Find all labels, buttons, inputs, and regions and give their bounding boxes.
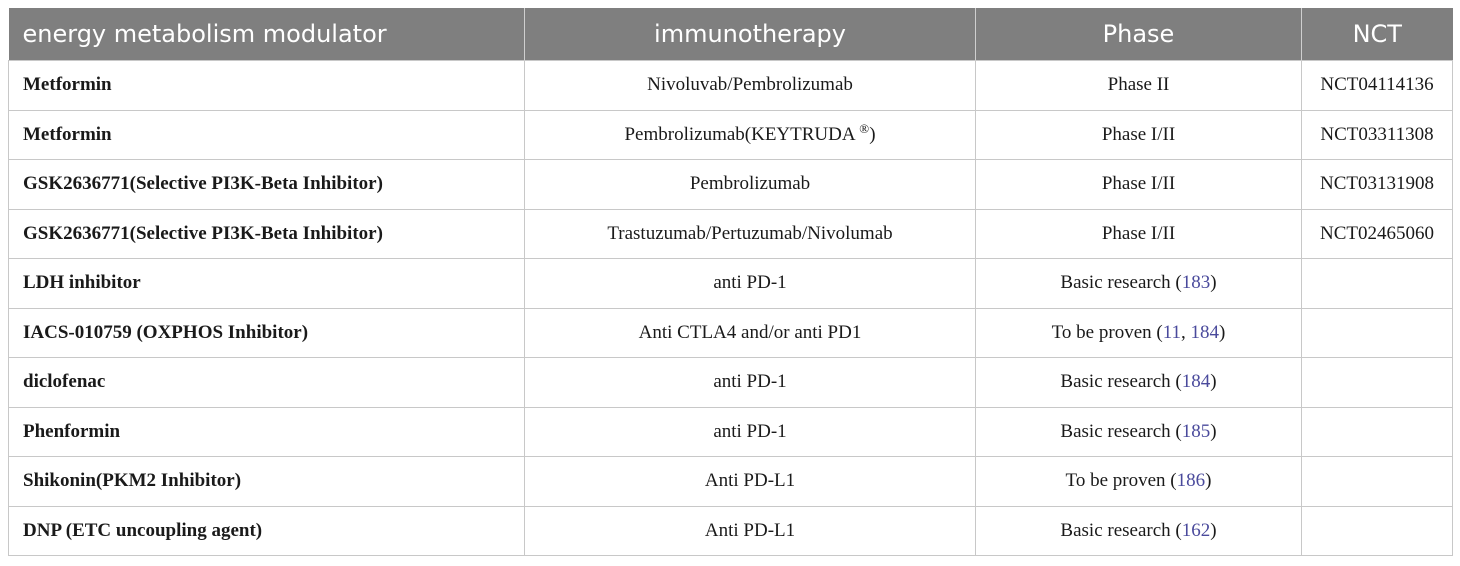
cell-modulator: GSK2636771(Selective PI3K-Beta Inhibitor… <box>8 208 525 259</box>
header-nct: NCT <box>1301 8 1453 61</box>
immunotherapy-suffix: ) <box>869 123 876 145</box>
cell-phase: Phase II <box>975 60 1302 111</box>
cell-immunotherapy: Anti PD-L1 <box>524 505 976 556</box>
cell-phase: To be proven (11, 184) <box>975 307 1302 358</box>
cell-phase: Phase I/II <box>975 159 1302 210</box>
cell-immunotherapy: Trastuzumab/Pertuzumab/Nivolumab <box>524 208 976 259</box>
table-body: Metformin Nivoluvab/Pembrolizumab Phase II… <box>8 60 1453 556</box>
cell-nct <box>1301 258 1453 309</box>
cell-immunotherapy: anti PD-1 <box>524 406 976 457</box>
cell-modulator: LDH inhibitor <box>8 258 525 309</box>
reference-link[interactable]: 162 <box>1181 519 1211 541</box>
header-row: energy metabolism modulator immunotherap… <box>8 8 1453 61</box>
cell-immunotherapy: Anti CTLA4 and/or anti PD1 <box>524 307 976 358</box>
table-container: energy metabolism modulator immunotherap… <box>8 8 1453 556</box>
cell-immunotherapy: anti PD-1 <box>524 357 976 408</box>
cell-nct: NCT03131908 <box>1301 159 1453 210</box>
phase-text: Phase II <box>1107 74 1170 96</box>
reference-link[interactable]: 11 <box>1162 321 1182 343</box>
table-row: Shikonin(PKM2 Inhibitor) Anti PD-L1 To be … <box>8 456 1453 507</box>
phase-text: To be proven <box>1065 470 1166 492</box>
cell-immunotherapy: Pembrolizumab <box>524 159 976 210</box>
cell-immunotherapy: Pembrolizumab(KEYTRUDA ®) <box>524 109 976 160</box>
reference-link[interactable]: 184 <box>1190 321 1220 343</box>
reference-link[interactable]: 183 <box>1181 272 1211 294</box>
cell-nct: NCT03311308 <box>1301 109 1453 160</box>
phase-text: Basic research <box>1060 519 1171 541</box>
table-row: LDH inhibitor anti PD-1 Basic research (18… <box>8 258 1453 309</box>
cell-nct <box>1301 505 1453 556</box>
cell-nct <box>1301 456 1453 507</box>
phase-text: Phase I/II <box>1101 222 1176 244</box>
cell-nct <box>1301 307 1453 358</box>
reference-link[interactable]: 184 <box>1181 371 1211 393</box>
immunotherapy-text: Pembrolizumab(KEYTRUDA <box>624 123 860 145</box>
cell-modulator: DNP (ETC uncoupling agent) <box>8 505 525 556</box>
table-row: diclofenac anti PD-1 Basic research (184) <box>8 357 1453 408</box>
cell-nct <box>1301 406 1453 457</box>
cell-modulator: IACS-010759 (OXPHOS Inhibitor) <box>8 307 525 358</box>
reference-link[interactable]: 186 <box>1176 470 1206 492</box>
cell-nct <box>1301 357 1453 408</box>
table-row: GSK2636771(Selective PI3K-Beta Inhibitor… <box>8 159 1453 210</box>
cell-phase: Basic research (162) <box>975 505 1302 556</box>
reference-link[interactable]: 185 <box>1181 420 1211 442</box>
cell-phase: Phase I/II <box>975 208 1302 259</box>
cell-modulator: diclofenac <box>8 357 525 408</box>
cell-phase: Basic research (183) <box>975 258 1302 309</box>
cell-modulator: Metformin <box>8 109 525 160</box>
phase-text: Basic research <box>1060 272 1171 294</box>
cell-phase: Basic research (184) <box>975 357 1302 408</box>
header-modulator: energy metabolism modulator <box>8 8 525 61</box>
cell-phase: Phase I/II <box>975 109 1302 160</box>
cell-phase: To be proven (186) <box>975 456 1302 507</box>
cell-immunotherapy: Nivoluvab/Pembrolizumab <box>524 60 976 111</box>
table-row: IACS-010759 (OXPHOS Inhibitor) Anti CTLA4… <box>8 307 1453 358</box>
table-row: Phenformin anti PD-1 Basic research (185) <box>8 406 1453 457</box>
phase-text: To be proven <box>1051 321 1152 343</box>
therapy-table: energy metabolism modulator immunotherap… <box>8 8 1453 556</box>
phase-text: Basic research <box>1060 371 1171 393</box>
cell-modulator: Shikonin(PKM2 Inhibitor) <box>8 456 525 507</box>
phase-text: Phase I/II <box>1101 173 1176 195</box>
cell-modulator: GSK2636771(Selective PI3K-Beta Inhibitor… <box>8 159 525 210</box>
table-row: GSK2636771(Selective PI3K-Beta Inhibitor… <box>8 208 1453 259</box>
header-immunotherapy: immunotherapy <box>524 8 976 61</box>
header-phase: Phase <box>975 8 1302 61</box>
phase-text: Phase I/II <box>1101 123 1176 145</box>
cell-nct: NCT02465060 <box>1301 208 1453 259</box>
table-row: Metformin Nivoluvab/Pembrolizumab Phase II… <box>8 60 1453 111</box>
cell-nct: NCT04114136 <box>1301 60 1453 111</box>
cell-immunotherapy: anti PD-1 <box>524 258 976 309</box>
cell-modulator: Phenformin <box>8 406 525 457</box>
table-row: DNP (ETC uncoupling agent) Anti PD-L1 Basi… <box>8 505 1453 556</box>
cell-modulator: Metformin <box>8 60 525 111</box>
registered-mark: ® <box>859 120 870 136</box>
cell-immunotherapy: Anti PD-L1 <box>524 456 976 507</box>
cell-phase: Basic research (185) <box>975 406 1302 457</box>
table-row: Metformin Pembrolizumab(KEYTRUDA ®) Phase … <box>8 109 1453 160</box>
phase-text: Basic research <box>1060 420 1171 442</box>
